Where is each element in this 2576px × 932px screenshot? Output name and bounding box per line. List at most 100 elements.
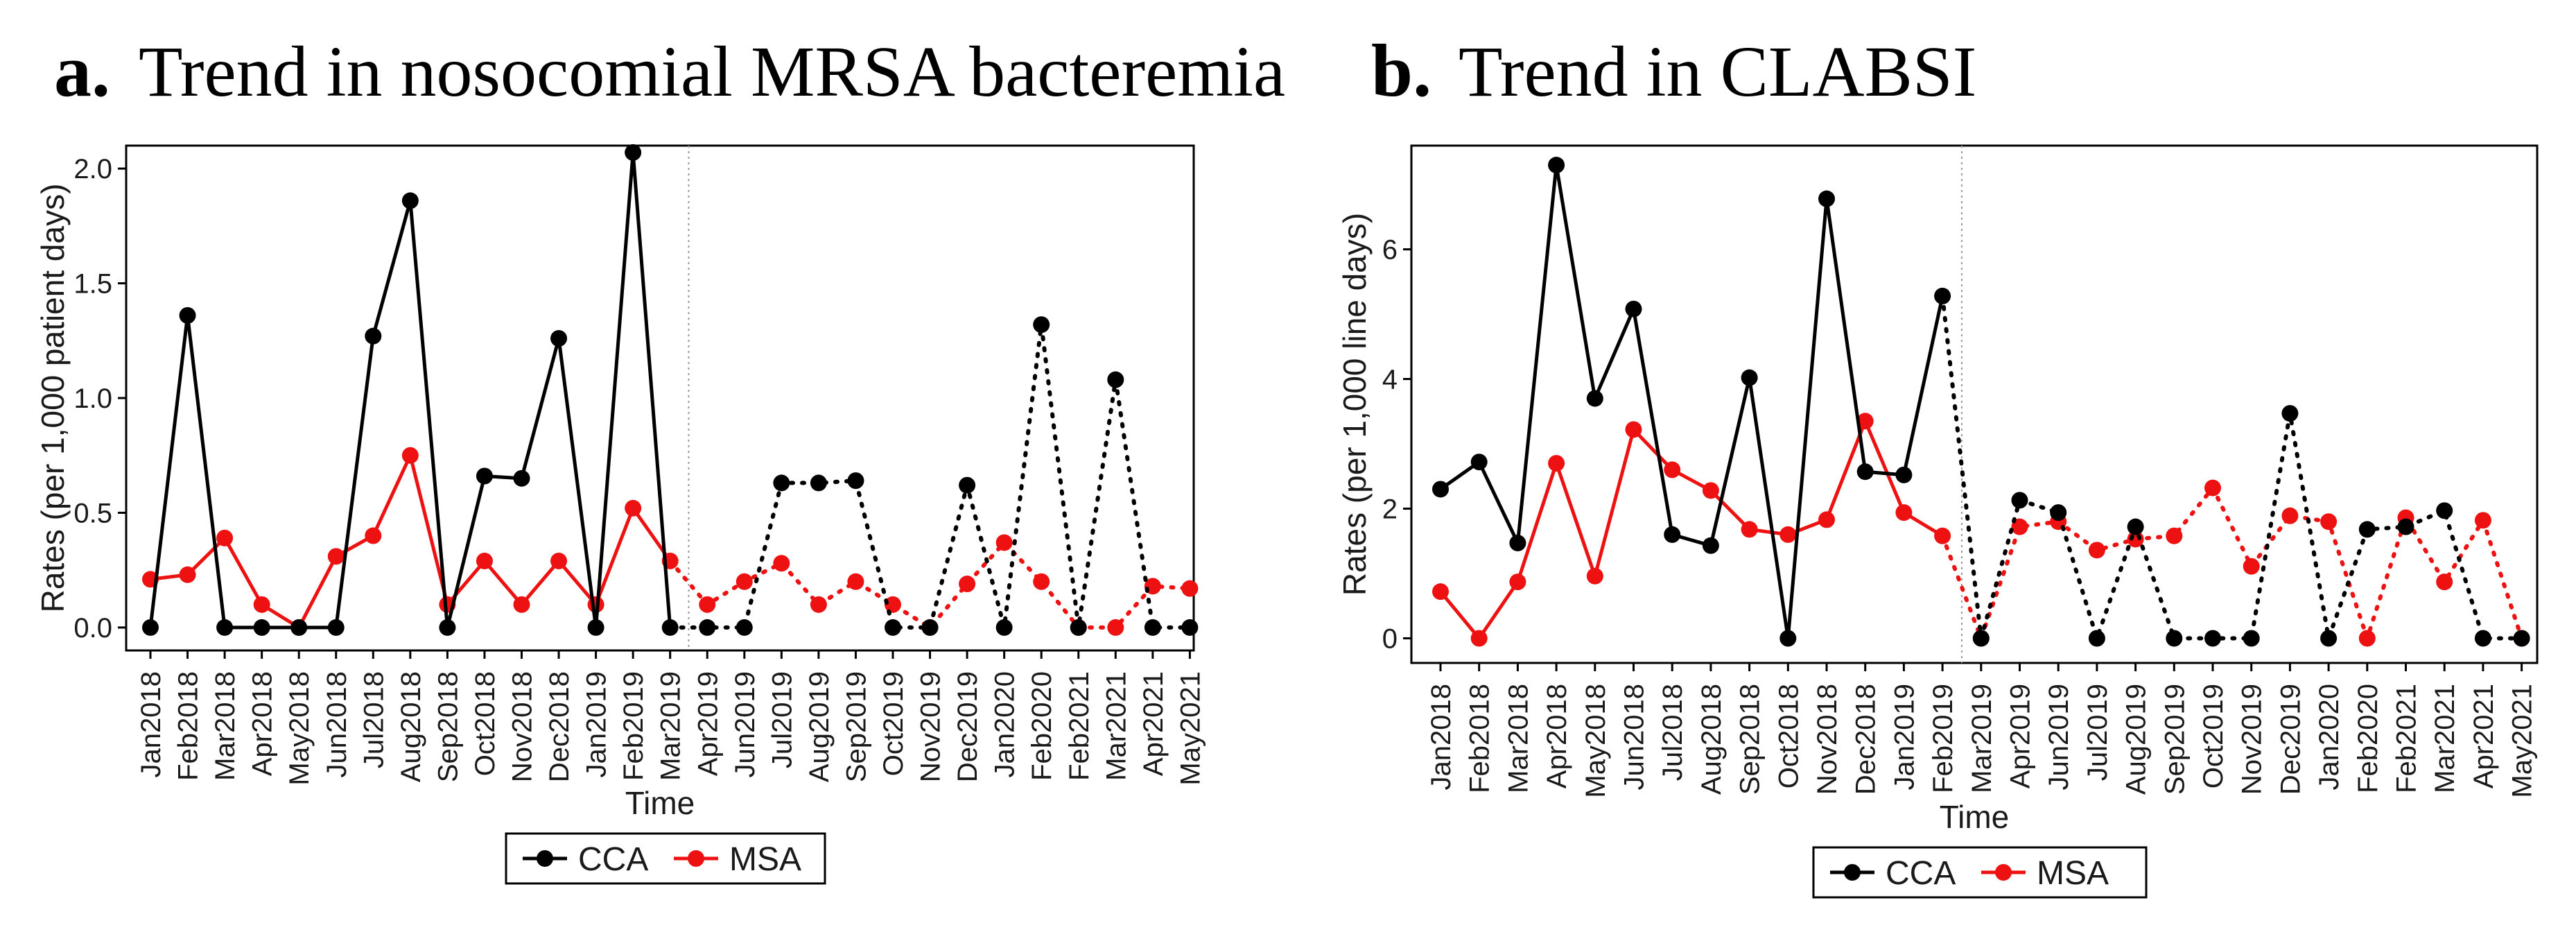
x-tick-label: Jun2018 — [1619, 684, 1650, 790]
x-tick-label: Mar2021 — [2430, 684, 2460, 793]
x-tick-label: Nov2018 — [507, 671, 538, 782]
y-tick-label: 2.0 — [73, 154, 112, 184]
x-tick-label: Apr2019 — [693, 671, 723, 776]
series-cca-point — [736, 619, 753, 636]
series-cca-point — [959, 476, 976, 494]
series-cca-point — [1144, 619, 1161, 636]
series-msa-point — [959, 576, 976, 593]
series-cca-point — [1509, 535, 1526, 552]
x-tick-label: Jan2020 — [2314, 684, 2344, 790]
series-cca-point — [2358, 521, 2376, 538]
series-cca-point — [921, 619, 939, 636]
x-tick-label: Aug2018 — [396, 671, 426, 782]
y-tick-label: 4 — [1382, 365, 1398, 395]
series-msa-point — [2358, 630, 2376, 647]
series-cca-point — [1470, 454, 1488, 471]
series-msa-point — [810, 596, 827, 613]
series-cca-point — [2397, 518, 2414, 535]
series-cca-line-pre — [148, 150, 672, 630]
series-msa-point — [179, 566, 196, 583]
series-msa-point — [773, 555, 790, 572]
series-msa-point — [327, 548, 345, 565]
series-cca-point — [179, 307, 196, 324]
series-msa-point — [847, 573, 864, 590]
series-cca-point — [2243, 630, 2260, 647]
chart-title: Trend in nosocomial MRSA bacteremia — [139, 32, 1285, 112]
x-tick-label: Apr2021 — [1138, 671, 1169, 776]
series-msa-point — [625, 499, 642, 517]
series-cca-point — [699, 619, 716, 636]
series-cca-point — [773, 474, 790, 492]
x-tick-label: Nov2019 — [916, 671, 946, 782]
x-tick-label: Sep2019 — [2159, 684, 2190, 795]
series-cca-point — [142, 619, 159, 636]
series-cca-point — [1972, 630, 1990, 647]
legend-cca-label: CCA — [578, 841, 648, 878]
x-tick-label: Aug2019 — [804, 671, 835, 782]
series-msa-point — [1702, 482, 1719, 499]
series-msa-point — [216, 529, 234, 546]
series-cca-point — [1664, 526, 1681, 543]
series-cca-point — [550, 329, 568, 347]
series-cca-point — [587, 619, 604, 636]
x-tick-label: Mar2021 — [1101, 671, 1131, 781]
series-cca-point — [253, 619, 270, 636]
x-tick-label: Jun2018 — [322, 671, 352, 777]
x-tick-label: Aug2018 — [1696, 684, 1727, 795]
legend-msa-label: MSA — [2037, 855, 2109, 892]
x-tick-label: Jun2019 — [2044, 684, 2074, 790]
x-tick-label: Mar2018 — [210, 671, 241, 781]
x-tick-label: Jan2019 — [1889, 684, 1920, 790]
legend-cca-marker — [1844, 864, 1861, 881]
series-msa-point — [885, 596, 901, 613]
x-tick-label: May2018 — [284, 671, 315, 786]
series-cca-point — [439, 619, 456, 636]
series-msa-point — [2320, 513, 2338, 530]
series-cca-point — [401, 192, 419, 209]
x-tick-label: Feb2019 — [618, 671, 649, 781]
series-cca-point — [1934, 287, 1951, 304]
series-msa-line-post — [1940, 485, 2524, 641]
series-msa-point — [1509, 573, 1526, 591]
series-msa-point — [365, 527, 382, 544]
x-tick-label: Nov2019 — [2237, 684, 2268, 795]
series-msa-point — [476, 552, 493, 569]
series-cca-point — [1432, 481, 1449, 498]
x-tick-label: Jul2019 — [2082, 684, 2113, 781]
series-msa-point — [1856, 413, 1874, 430]
series-cca-point — [1107, 371, 1124, 388]
x-tick-label: Dec2019 — [952, 671, 983, 782]
series-msa-point — [2204, 479, 2221, 497]
x-tick-label: Dec2018 — [1851, 684, 1881, 795]
y-tick-label: 0 — [1382, 623, 1398, 654]
x-tick-label: Feb2020 — [1027, 671, 1057, 781]
x-tick-label: Jul2018 — [1657, 684, 1688, 781]
series-cca-point — [216, 619, 234, 636]
x-tick-label: Apr2021 — [2469, 684, 2499, 788]
series-msa-point — [1625, 421, 1642, 438]
series-cca-point — [2513, 630, 2530, 647]
series-msa-point — [1432, 583, 1449, 601]
x-tick-label: Feb2018 — [173, 671, 204, 781]
series-cca-point — [327, 619, 345, 636]
series-msa-point — [2088, 542, 2105, 559]
legend-msa-marker — [1995, 864, 2012, 881]
series-cca-point — [2166, 630, 2183, 647]
x-tick-label: Sep2018 — [433, 671, 463, 782]
series-msa-point — [699, 596, 716, 613]
series-cca-point — [2011, 492, 2028, 509]
x-tick-label: May2021 — [1175, 671, 1206, 786]
legend: CCA MSA — [505, 832, 826, 885]
x-tick-label: Sep2019 — [841, 671, 871, 782]
x-tick-label: Jan2020 — [990, 671, 1020, 777]
series-cca-point — [1548, 157, 1565, 174]
series-cca-point — [2474, 630, 2491, 647]
series-cca-line-post — [1940, 293, 2524, 641]
series-msa-point — [1779, 526, 1797, 543]
series-cca-point — [2127, 518, 2144, 535]
series-msa-point — [1548, 455, 1565, 472]
series-msa-point — [1895, 504, 1913, 521]
series-cca-point — [365, 327, 382, 345]
series-cca-point — [625, 144, 642, 161]
